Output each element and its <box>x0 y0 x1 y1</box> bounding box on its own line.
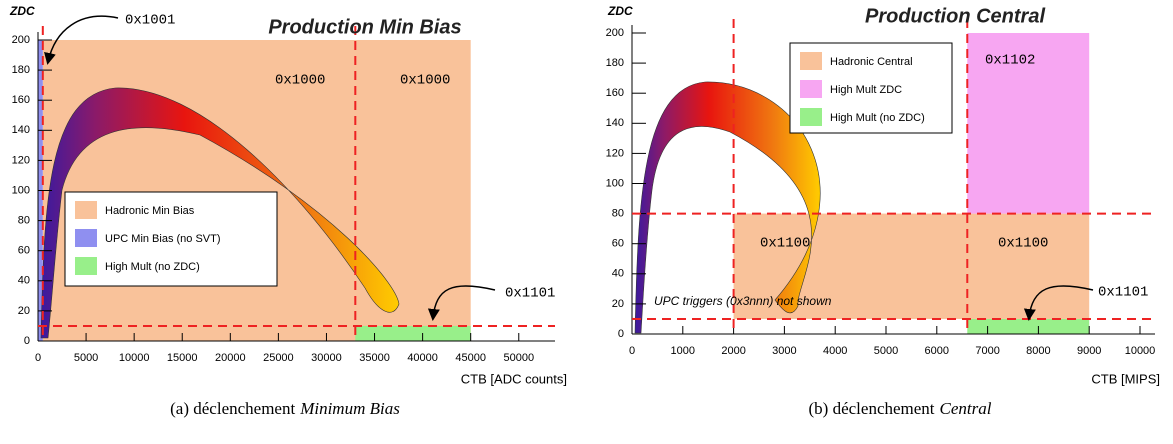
legend-swatch <box>800 52 822 70</box>
trigger-id: 0x1102 <box>985 53 1035 69</box>
region <box>355 325 471 341</box>
x-tick-label: 50000 <box>503 352 534 364</box>
legend-label: High Mult (no ZDC) <box>105 261 200 273</box>
y-tick-label: 120 <box>606 147 624 159</box>
caption-emphasis: Minimum Bias <box>299 399 400 418</box>
trigger-id: 0x1100 <box>998 236 1048 252</box>
x-tick-label: 4000 <box>823 345 847 357</box>
overlay: 0 5000 10000 15000 20000 25000 30000 35000 40000… <box>9 4 1160 418</box>
legend-swatch <box>75 229 97 247</box>
trigger-id: 0x1101 <box>505 286 555 302</box>
y-tick-label: 40 <box>18 275 30 287</box>
caption-prefix: (a) déclenchement <box>170 399 295 418</box>
y-tick-label: 140 <box>12 124 30 136</box>
distribution-band <box>634 81 821 334</box>
legend-label: High Mult ZDC <box>830 84 902 96</box>
x-tick-label: 30000 <box>311 352 342 364</box>
y-tick-label: 180 <box>606 57 624 69</box>
y-tick-label: 100 <box>606 177 624 189</box>
x-tick-label: 5000 <box>74 352 98 364</box>
y-tick-label: 40 <box>612 268 624 280</box>
y-axis-label: ZDC <box>607 4 633 18</box>
regions <box>38 33 1090 341</box>
caption: (a) déclenchement Minimum Bias <box>170 399 400 418</box>
x-tick-label: 0 <box>35 352 41 364</box>
chart-title: Production Central <box>865 5 1045 27</box>
y-tick-label: 20 <box>612 298 624 310</box>
x-tick-label: 10000 <box>119 352 150 364</box>
x-tick-label: 35000 <box>359 352 390 364</box>
legend-label: UPC Min Bias (no SVT) <box>105 233 221 245</box>
x-tick-label: 45000 <box>455 352 486 364</box>
y-tick-label: 0 <box>618 328 624 340</box>
x-tick-label: 20000 <box>215 352 246 364</box>
y-tick-label: 200 <box>606 27 624 39</box>
y-tick-label: 60 <box>18 245 30 257</box>
arrow <box>427 285 496 321</box>
x-tick-label: 3000 <box>772 345 796 357</box>
x-tick-label: 25000 <box>263 352 294 364</box>
arrow <box>1023 285 1094 321</box>
y-tick-label: 100 <box>12 184 30 196</box>
y-axis-label: ZDC <box>9 4 35 18</box>
x-tick-label: 6000 <box>925 345 949 357</box>
annotation: UPC triggers (0x3nnn) not shown <box>654 294 832 308</box>
y-tick-label: 160 <box>12 94 30 106</box>
y-tick-label: 180 <box>12 64 30 76</box>
x-tick-label: 5000 <box>874 345 898 357</box>
trigger-id: 0x1101 <box>1098 285 1148 301</box>
legend-label: Hadronic Central <box>830 56 913 68</box>
y-tick-label: 80 <box>18 215 30 227</box>
x-tick-label: 40000 <box>407 352 438 364</box>
chart-title: Production Min Bias <box>268 16 461 38</box>
y-tick-label: 160 <box>606 87 624 99</box>
legend-label: High Mult (no ZDC) <box>830 112 925 124</box>
x-tick-label: 8000 <box>1026 345 1050 357</box>
y-tick-label: 60 <box>612 238 624 250</box>
arrow <box>44 15 119 65</box>
region <box>967 318 1090 334</box>
y-tick-label: 0 <box>24 335 30 347</box>
legend-box <box>64 191 278 287</box>
y-tick-label: 140 <box>606 117 624 129</box>
y-tick-label: 20 <box>18 305 30 317</box>
y-tick-label: 120 <box>12 154 30 166</box>
x-tick-label: 0 <box>629 345 635 357</box>
trigger-id: 0x1001 <box>125 13 175 29</box>
legend-swatch <box>800 80 822 98</box>
x-tick-label: 1000 <box>671 345 695 357</box>
x-tick-label: 7000 <box>975 345 999 357</box>
legend-label: Hadronic Min Bias <box>105 205 195 217</box>
y-tick-label: 80 <box>612 208 624 220</box>
x-axis-label: CTB [ADC counts] <box>461 371 567 386</box>
distribution-band <box>40 87 400 339</box>
trigger-id: 0x1000 <box>400 73 450 89</box>
legend-swatch <box>75 257 97 275</box>
x-axis-label: CTB [MIPS] <box>1091 371 1160 386</box>
trigger-id: 0x1100 <box>760 236 810 252</box>
x-tick-label: 9000 <box>1077 345 1101 357</box>
caption: (b) déclenchement Central <box>809 399 992 418</box>
caption-emphasis: Central <box>940 399 992 418</box>
caption-prefix: (b) déclenchement <box>809 399 935 418</box>
x-tick-label: 10000 <box>1125 345 1156 357</box>
y-tick-label: 200 <box>12 34 30 46</box>
x-tick-label: 15000 <box>167 352 198 364</box>
region <box>967 33 1090 214</box>
legend-swatch <box>800 108 822 126</box>
x-tick-label: 2000 <box>721 345 745 357</box>
legend-swatch <box>75 201 97 219</box>
trigger-id: 0x1000 <box>275 73 325 89</box>
